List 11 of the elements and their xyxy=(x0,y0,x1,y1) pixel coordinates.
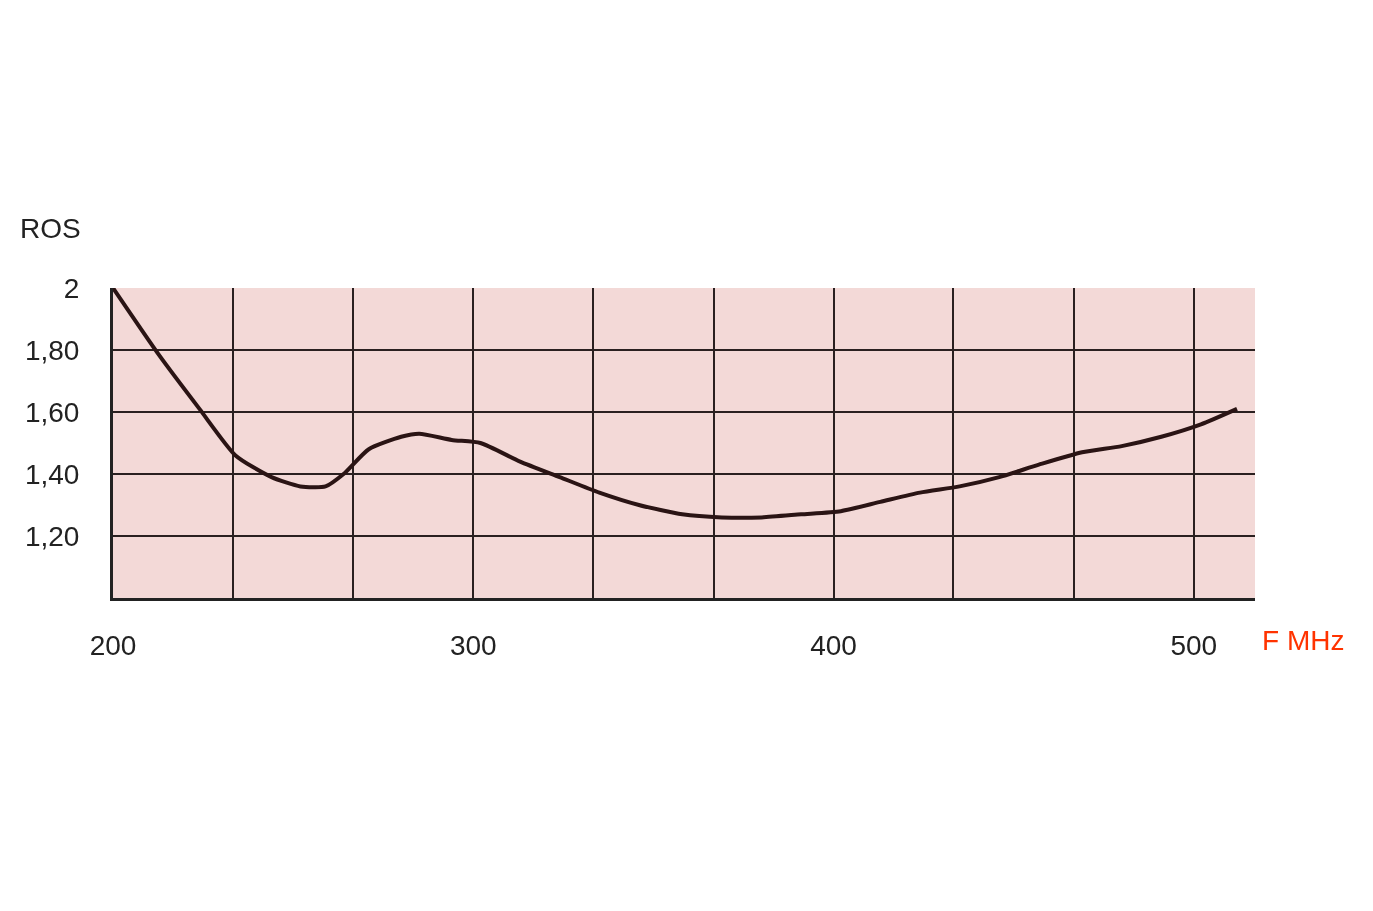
x-tick-label: 300 xyxy=(449,629,497,661)
y-tick-label: 1,60 xyxy=(24,396,80,428)
y-tick-label: 2 xyxy=(63,272,80,304)
x-axis-title: F MHz xyxy=(1262,625,1345,656)
y-tick-label: 1,40 xyxy=(24,458,80,490)
x-tick-label: 400 xyxy=(810,629,857,661)
x-tick-label: 500 xyxy=(1170,629,1218,661)
y-tick-label: 1,80 xyxy=(24,334,80,366)
x-tick-label: 200 xyxy=(89,629,137,661)
y-axis-title: ROS xyxy=(20,213,81,244)
y-tick-label: 1,20 xyxy=(24,520,80,552)
